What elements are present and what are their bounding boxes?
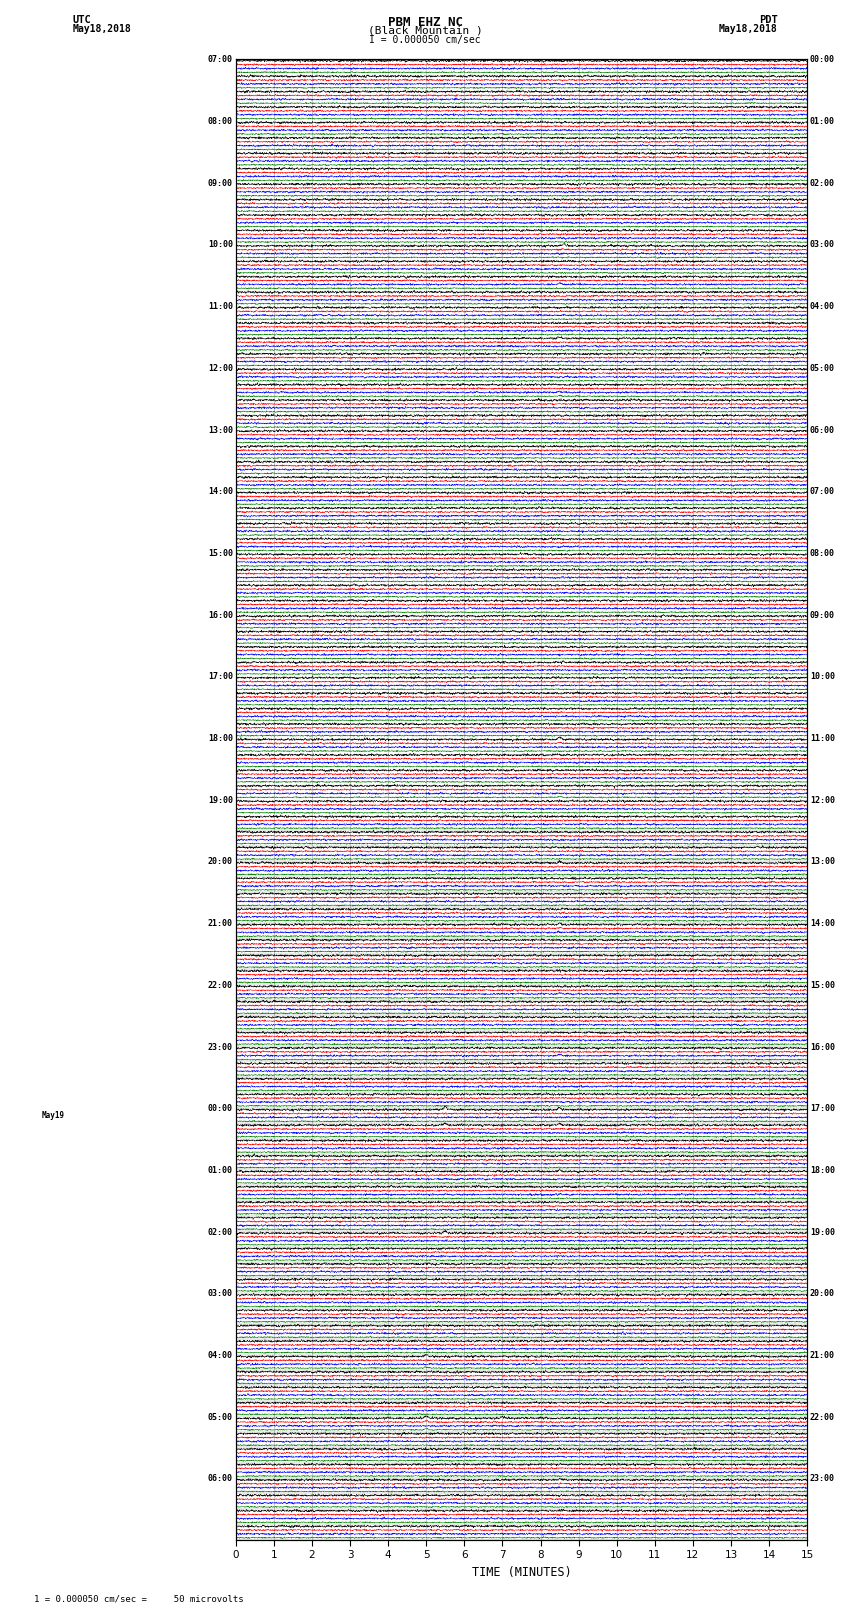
Text: 1 = 0.000050 cm/sec =     50 microvolts: 1 = 0.000050 cm/sec = 50 microvolts: [34, 1594, 244, 1603]
Text: May18,2018: May18,2018: [719, 24, 778, 34]
Text: May18,2018: May18,2018: [72, 24, 131, 34]
Text: UTC: UTC: [72, 15, 91, 24]
Text: I = 0.000050 cm/sec: I = 0.000050 cm/sec: [369, 35, 481, 45]
Text: PBM EHZ NC: PBM EHZ NC: [388, 16, 462, 29]
Text: (Black Mountain ): (Black Mountain ): [367, 26, 483, 35]
X-axis label: TIME (MINUTES): TIME (MINUTES): [472, 1566, 571, 1579]
Text: PDT: PDT: [759, 15, 778, 24]
Text: May19: May19: [41, 1111, 65, 1119]
